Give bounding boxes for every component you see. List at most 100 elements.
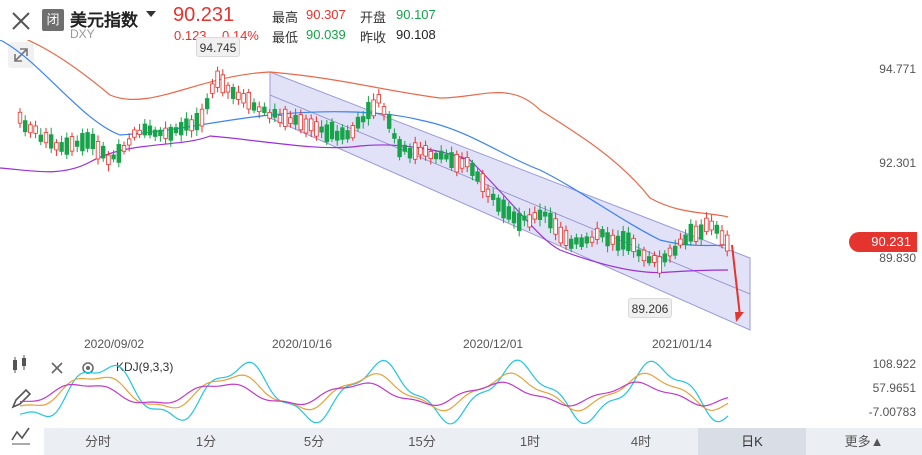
candle	[714, 224, 719, 234]
candle	[553, 218, 558, 235]
candlestick-chart[interactable]	[0, 40, 922, 360]
candle	[423, 145, 428, 157]
candle	[178, 122, 184, 136]
candle	[111, 154, 116, 160]
draw-pen-icon[interactable]	[8, 386, 34, 412]
candle	[64, 137, 69, 155]
close-indicator-icon[interactable]	[50, 361, 64, 375]
candle-type-icon[interactable]	[8, 352, 34, 378]
candle	[563, 229, 569, 246]
candle	[371, 99, 376, 117]
candle	[314, 121, 319, 137]
candle	[324, 124, 329, 143]
tab-1min[interactable]: 1分	[195, 434, 217, 449]
candle	[334, 130, 340, 141]
tab-daily[interactable]: 日K	[698, 428, 806, 455]
candle	[683, 234, 688, 246]
candle	[355, 116, 361, 129]
kdj-j-line	[19, 359, 729, 425]
candle	[402, 144, 407, 152]
candle	[246, 92, 251, 110]
candle	[444, 154, 449, 160]
x-tick-label: 2021/01/14	[652, 337, 713, 351]
candle	[308, 118, 314, 132]
kdj-y-tick: 108.922	[872, 357, 916, 371]
candle	[54, 142, 59, 151]
candle	[329, 121, 335, 140]
tab-1hour[interactable]: 1时	[519, 434, 541, 449]
candle	[537, 209, 543, 220]
candle	[496, 197, 501, 212]
candle	[517, 212, 522, 231]
candle	[230, 86, 236, 99]
candle	[490, 193, 496, 200]
close-icon[interactable]	[8, 8, 34, 34]
candle	[428, 151, 433, 159]
candle	[636, 249, 641, 257]
candle	[152, 129, 158, 137]
x-tick-label: 2020/10/16	[272, 337, 333, 351]
low-value: 90.039	[306, 27, 346, 42]
candle	[59, 142, 64, 152]
candle	[641, 249, 647, 262]
candle	[558, 226, 563, 244]
market-closed-badge: 闭	[42, 9, 64, 31]
candle	[610, 234, 615, 245]
low-marker: 89.206	[628, 298, 672, 318]
kdj-k-line	[19, 372, 729, 412]
candle	[127, 138, 132, 146]
candle	[366, 102, 371, 120]
expand-icon[interactable]	[8, 42, 34, 68]
candle	[360, 116, 366, 123]
candle	[433, 152, 439, 160]
candle	[288, 117, 293, 125]
tab-5min[interactable]: 5分	[303, 434, 325, 449]
period-tab-bar: 分时 1分 5分 15分 1时 4时 日K 更多▲	[44, 428, 922, 455]
candle	[168, 126, 173, 141]
candle	[95, 140, 101, 160]
prev-close-value: 90.108	[396, 27, 436, 42]
chevron-down-icon[interactable]	[146, 11, 156, 17]
candle	[693, 225, 699, 242]
candle	[282, 108, 288, 127]
kdj-chart	[19, 359, 729, 425]
candle	[184, 118, 189, 131]
tab-timeshare[interactable]: 分时	[84, 434, 111, 449]
low-label: 最低	[272, 30, 299, 45]
y-tick-label: 94.771	[879, 62, 916, 76]
tab-15min[interactable]: 15分	[408, 434, 436, 449]
candle	[464, 157, 470, 168]
tab-4hour[interactable]: 4时	[630, 434, 652, 449]
candle	[652, 255, 657, 263]
candle	[199, 108, 205, 127]
current-price-tag: 90.231	[849, 232, 917, 252]
indicator-label: KDJ(9,3,3)	[116, 360, 174, 374]
candle	[17, 111, 23, 124]
candle	[600, 229, 605, 238]
candle	[725, 234, 730, 252]
tab-more[interactable]: 更多▲	[844, 434, 884, 449]
candle	[210, 83, 215, 94]
instrument-title[interactable]: 美元指数	[70, 11, 138, 30]
candle	[615, 235, 621, 251]
kdj-d-line	[19, 381, 729, 407]
candles	[17, 66, 730, 278]
candle	[267, 112, 272, 119]
instrument-symbol: DXY	[70, 27, 95, 41]
candle	[667, 247, 673, 257]
candle	[142, 123, 147, 136]
candle	[106, 154, 111, 165]
indicator-icon[interactable]	[8, 422, 34, 448]
candle	[673, 245, 678, 256]
candle	[303, 118, 309, 134]
candle	[277, 114, 283, 123]
candle	[527, 214, 532, 228]
candle	[678, 238, 683, 246]
candle	[699, 224, 704, 240]
high-marker: 94.745	[196, 37, 240, 57]
candle	[256, 106, 262, 113]
candle	[459, 158, 465, 169]
candle	[418, 146, 423, 156]
candle	[407, 147, 413, 159]
candle	[262, 106, 267, 113]
